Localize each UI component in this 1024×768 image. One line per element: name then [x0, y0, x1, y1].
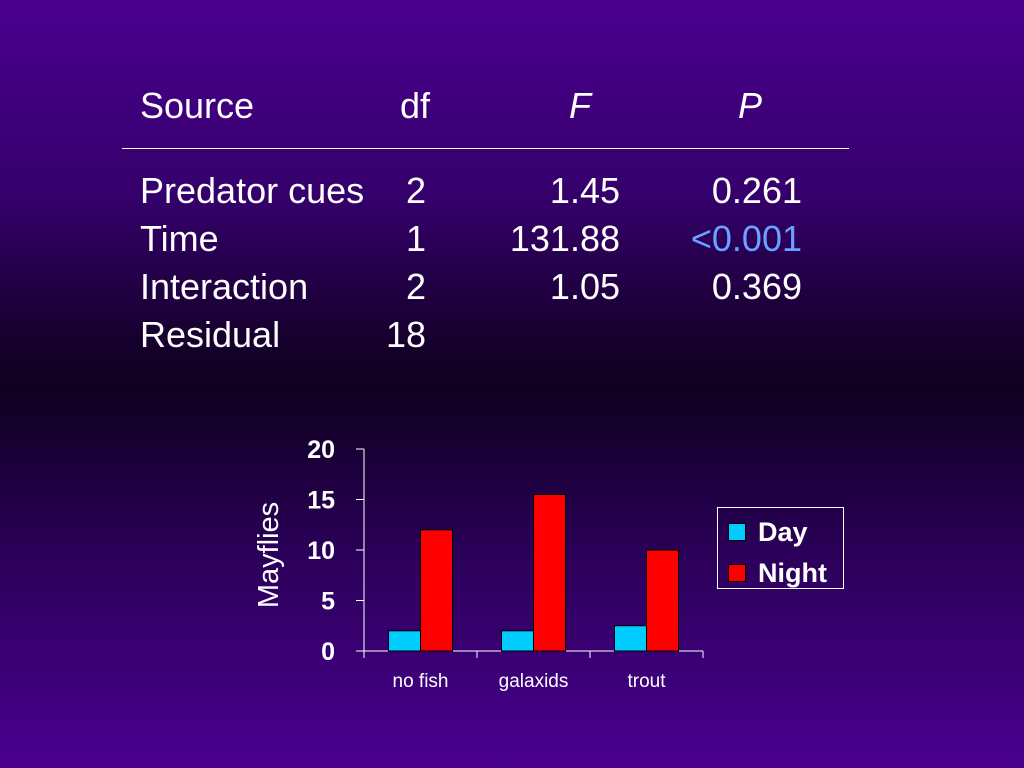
- bar-night-trout: [646, 549, 679, 652]
- legend-label-night: Night: [758, 557, 827, 588]
- row-source-time: Time: [140, 218, 219, 259]
- header-df: df: [399, 85, 431, 126]
- y-tick-label: 20: [307, 436, 335, 464]
- y-tick-label: 5: [321, 588, 335, 616]
- row-p-time: <0.001: [690, 218, 802, 259]
- bar-day-no-fish: [388, 630, 421, 652]
- legend-swatch-night: [728, 564, 746, 582]
- chart-legend: Day Night: [717, 507, 844, 589]
- row-df-interaction: 2: [405, 266, 426, 307]
- legend-label-day: Day: [758, 516, 808, 547]
- row-source-residual: Residual: [140, 314, 281, 355]
- row-p-interaction: 0.369: [711, 266, 802, 307]
- x-tick-label: no fish: [393, 671, 449, 692]
- bar-night-no-fish: [420, 529, 453, 652]
- table-divider: [122, 148, 849, 149]
- bar-night-galaxids: [533, 493, 566, 652]
- y-axis-label: Mayflies: [253, 502, 285, 608]
- row-source-predator-cues: Predator cues: [140, 170, 365, 211]
- header-p: P: [737, 85, 762, 126]
- row-f-predator-cues: 1.45: [549, 170, 620, 211]
- x-tick-label: galaxids: [499, 671, 569, 692]
- legend-swatch-day: [728, 523, 746, 541]
- row-df-predator-cues: 2: [405, 170, 426, 211]
- header-source: Source: [140, 85, 255, 126]
- y-tick-label: 10: [307, 537, 335, 565]
- legend-item-night: Night: [728, 557, 827, 588]
- row-df-time: 1: [405, 218, 426, 259]
- bar-day-trout: [614, 625, 647, 652]
- legend-item-day: Day: [728, 516, 808, 547]
- bar-day-galaxids: [501, 630, 534, 652]
- row-f-time: 131.88: [509, 218, 620, 259]
- y-tick-label: 0: [321, 638, 335, 666]
- row-f-interaction: 1.05: [549, 266, 620, 307]
- header-f: F: [569, 85, 591, 126]
- row-df-residual: 18: [385, 314, 426, 355]
- x-tick-label: trout: [627, 671, 666, 692]
- row-p-predator-cues: 0.261: [711, 170, 802, 211]
- row-source-interaction: Interaction: [140, 266, 309, 307]
- y-tick-label: 15: [307, 487, 335, 515]
